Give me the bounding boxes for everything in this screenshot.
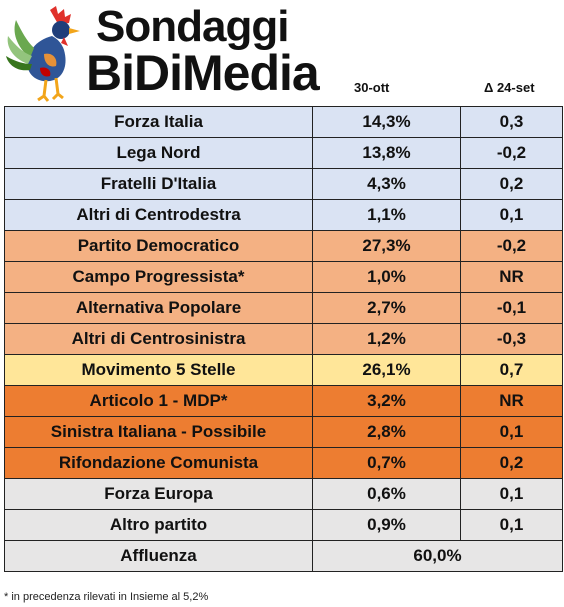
party-name: Forza Italia <box>4 106 313 138</box>
party-value: 1,2% <box>312 323 461 355</box>
party-value: 1,0% <box>312 261 461 293</box>
table-row: Altri di Centrosinistra 1,2% -0,3 <box>4 323 563 355</box>
table-row: Altri di Centrodestra 1,1% 0,1 <box>4 199 563 231</box>
table-row: Partito Democratico 27,3% -0,2 <box>4 230 563 262</box>
table-row: Lega Nord 13,8% -0,2 <box>4 137 563 169</box>
brand-title-line1: Sondaggi <box>96 2 289 51</box>
party-delta: 0,2 <box>460 447 563 479</box>
table-row: Campo Progressista* 1,0% NR <box>4 261 563 293</box>
party-value: 1,1% <box>312 199 461 231</box>
party-value: 3,2% <box>312 385 461 417</box>
party-name: Campo Progressista* <box>4 261 313 293</box>
party-name: Altro partito <box>4 509 313 541</box>
party-delta: 0,1 <box>460 416 563 448</box>
party-name: Rifondazione Comunista <box>4 447 313 479</box>
party-value: 13,8% <box>312 137 461 169</box>
party-name: Altri di Centrodestra <box>4 199 313 231</box>
footnote: * in precedenza rilevati in Insieme al 5… <box>4 591 209 603</box>
table-row: Movimento 5 Stelle 26,1% 0,7 <box>4 354 563 386</box>
column-header-delta: Δ 24-set <box>484 80 535 95</box>
party-name: Movimento 5 Stelle <box>4 354 313 386</box>
party-delta: -0,2 <box>460 137 563 169</box>
table-row: Forza Europa 0,6% 0,1 <box>4 478 563 510</box>
table-row: Rifondazione Comunista 0,7% 0,2 <box>4 447 563 479</box>
party-name: Altri di Centrosinistra <box>4 323 313 355</box>
party-value: 2,8% <box>312 416 461 448</box>
party-delta: -0,2 <box>460 230 563 262</box>
party-value: 26,1% <box>312 354 461 386</box>
party-delta: NR <box>460 261 563 293</box>
turnout-label: Affluenza <box>4 540 313 572</box>
party-value: 27,3% <box>312 230 461 262</box>
party-name: Forza Europa <box>4 478 313 510</box>
party-delta: 0,1 <box>460 478 563 510</box>
header: Sondaggi BiDiMedia 30-ott Δ 24-set <box>0 0 564 106</box>
party-value: 0,7% <box>312 447 461 479</box>
brand-title-line2: BiDiMedia <box>86 45 320 101</box>
party-delta: 0,1 <box>460 509 563 541</box>
party-name: Alternativa Popolare <box>4 292 313 324</box>
party-delta: -0,1 <box>460 292 563 324</box>
table-row: Fratelli D'Italia 4,3% 0,2 <box>4 168 563 200</box>
party-delta: 0,2 <box>460 168 563 200</box>
party-value: 0,9% <box>312 509 461 541</box>
party-delta: NR <box>460 385 563 417</box>
table-row: Alternativa Popolare 2,7% -0,1 <box>4 292 563 324</box>
table-row: Articolo 1 - MDP* 3,2% NR <box>4 385 563 417</box>
party-name: Partito Democratico <box>4 230 313 262</box>
party-name: Sinistra Italiana - Possibile <box>4 416 313 448</box>
party-value: 2,7% <box>312 292 461 324</box>
poll-results-table: Forza Italia 14,3% 0,3 Lega Nord 13,8% -… <box>4 106 563 572</box>
turnout-row: Affluenza 60,0% <box>4 540 563 572</box>
rooster-logo-icon <box>6 6 80 102</box>
table-row: Sinistra Italiana - Possibile 2,8% 0,1 <box>4 416 563 448</box>
party-delta: -0,3 <box>460 323 563 355</box>
table-row: Forza Italia 14,3% 0,3 <box>4 106 563 138</box>
party-value: 4,3% <box>312 168 461 200</box>
party-delta: 0,3 <box>460 106 563 138</box>
turnout-value: 60,0% <box>312 540 563 572</box>
party-delta: 0,7 <box>460 354 563 386</box>
column-header-date: 30-ott <box>354 80 390 95</box>
party-delta: 0,1 <box>460 199 563 231</box>
party-value: 0,6% <box>312 478 461 510</box>
party-name: Fratelli D'Italia <box>4 168 313 200</box>
table-row: Altro partito 0,9% 0,1 <box>4 509 563 541</box>
party-name: Articolo 1 - MDP* <box>4 385 313 417</box>
party-value: 14,3% <box>312 106 461 138</box>
party-name: Lega Nord <box>4 137 313 169</box>
